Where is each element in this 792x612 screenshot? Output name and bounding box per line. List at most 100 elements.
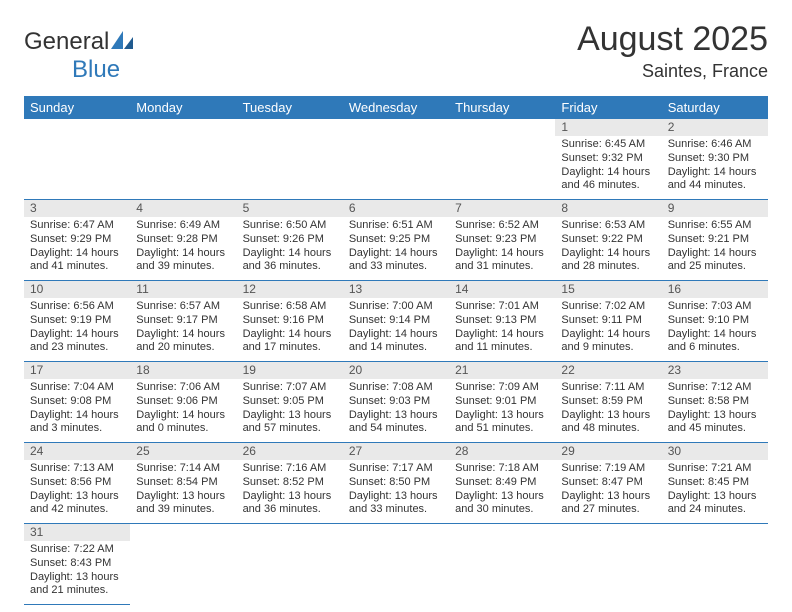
day-line: Sunrise: 7:13 AM: [30, 462, 124, 476]
calendar-cell: [237, 524, 343, 605]
day-line: Sunrise: 7:11 AM: [561, 381, 655, 395]
day-line: and 33 minutes.: [349, 260, 443, 274]
day-line: Sunset: 9:01 PM: [455, 395, 549, 409]
day-line: Sunrise: 7:07 AM: [243, 381, 337, 395]
day-detail: Sunrise: 7:17 AMSunset: 8:50 PMDaylight:…: [343, 460, 449, 521]
day-detail: Sunrise: 6:58 AMSunset: 9:16 PMDaylight:…: [237, 298, 343, 359]
day-line: and 11 minutes.: [455, 341, 549, 355]
day-line: Daylight: 14 hours: [349, 247, 443, 261]
day-line: Daylight: 14 hours: [30, 247, 124, 261]
calendar-table: SundayMondayTuesdayWednesdayThursdayFrid…: [24, 96, 768, 605]
day-number: 20: [343, 362, 449, 379]
day-line: Daylight: 13 hours: [30, 571, 124, 585]
day-line: Sunset: 8:49 PM: [455, 476, 549, 490]
day-line: and 54 minutes.: [349, 422, 443, 436]
day-detail: Sunrise: 7:09 AMSunset: 9:01 PMDaylight:…: [449, 379, 555, 440]
day-line: Daylight: 14 hours: [668, 328, 762, 342]
day-line: Sunrise: 7:17 AM: [349, 462, 443, 476]
calendar-cell: 10Sunrise: 6:56 AMSunset: 9:19 PMDayligh…: [24, 281, 130, 362]
day-line: Sunset: 8:58 PM: [668, 395, 762, 409]
day-number: 14: [449, 281, 555, 298]
day-detail: Sunrise: 7:06 AMSunset: 9:06 PMDaylight:…: [130, 379, 236, 440]
calendar-cell: 18Sunrise: 7:06 AMSunset: 9:06 PMDayligh…: [130, 362, 236, 443]
weekday-header: Thursday: [449, 96, 555, 119]
calendar-header: SundayMondayTuesdayWednesdayThursdayFrid…: [24, 96, 768, 119]
day-line: Sunset: 9:10 PM: [668, 314, 762, 328]
day-line: Sunrise: 7:08 AM: [349, 381, 443, 395]
day-line: and 57 minutes.: [243, 422, 337, 436]
day-detail: Sunrise: 6:55 AMSunset: 9:21 PMDaylight:…: [662, 217, 768, 278]
day-line: Sunrise: 6:47 AM: [30, 219, 124, 233]
calendar-cell: [449, 119, 555, 200]
day-number: 15: [555, 281, 661, 298]
day-number: 24: [24, 443, 130, 460]
day-line: Daylight: 14 hours: [455, 247, 549, 261]
weekday-header: Tuesday: [237, 96, 343, 119]
day-line: Daylight: 14 hours: [30, 409, 124, 423]
calendar-cell: 22Sunrise: 7:11 AMSunset: 8:59 PMDayligh…: [555, 362, 661, 443]
day-line: and 9 minutes.: [561, 341, 655, 355]
weekday-header: Friday: [555, 96, 661, 119]
calendar-cell: 8Sunrise: 6:53 AMSunset: 9:22 PMDaylight…: [555, 200, 661, 281]
day-line: Sunset: 8:50 PM: [349, 476, 443, 490]
calendar-cell: [555, 524, 661, 605]
day-detail: Sunrise: 7:12 AMSunset: 8:58 PMDaylight:…: [662, 379, 768, 440]
calendar-cell: [24, 119, 130, 200]
calendar-cell: 14Sunrise: 7:01 AMSunset: 9:13 PMDayligh…: [449, 281, 555, 362]
weekday-header: Sunday: [24, 96, 130, 119]
logo-text-2: Blue: [24, 56, 120, 83]
day-detail: Sunrise: 7:11 AMSunset: 8:59 PMDaylight:…: [555, 379, 661, 440]
day-number: 1: [555, 119, 661, 136]
day-line: Daylight: 14 hours: [561, 247, 655, 261]
calendar-cell: 1Sunrise: 6:45 AMSunset: 9:32 PMDaylight…: [555, 119, 661, 200]
calendar-cell: 15Sunrise: 7:02 AMSunset: 9:11 PMDayligh…: [555, 281, 661, 362]
day-line: Sunset: 9:17 PM: [136, 314, 230, 328]
day-line: and 0 minutes.: [136, 422, 230, 436]
day-line: Sunset: 9:29 PM: [30, 233, 124, 247]
calendar-cell: [130, 524, 236, 605]
day-line: Sunset: 9:21 PM: [668, 233, 762, 247]
calendar-cell: 17Sunrise: 7:04 AMSunset: 9:08 PMDayligh…: [24, 362, 130, 443]
day-line: Daylight: 13 hours: [455, 490, 549, 504]
day-line: and 23 minutes.: [30, 341, 124, 355]
day-line: and 31 minutes.: [455, 260, 549, 274]
day-detail: Sunrise: 7:21 AMSunset: 8:45 PMDaylight:…: [662, 460, 768, 521]
calendar-cell: 4Sunrise: 6:49 AMSunset: 9:28 PMDaylight…: [130, 200, 236, 281]
day-line: and 36 minutes.: [243, 260, 337, 274]
calendar-cell: 16Sunrise: 7:03 AMSunset: 9:10 PMDayligh…: [662, 281, 768, 362]
day-line: Sunset: 9:19 PM: [30, 314, 124, 328]
day-number: 11: [130, 281, 236, 298]
day-line: Sunrise: 7:03 AM: [668, 300, 762, 314]
day-detail: Sunrise: 7:08 AMSunset: 9:03 PMDaylight:…: [343, 379, 449, 440]
day-line: and 6 minutes.: [668, 341, 762, 355]
day-number: 9: [662, 200, 768, 217]
day-line: Sunrise: 7:18 AM: [455, 462, 549, 476]
day-detail: Sunrise: 7:16 AMSunset: 8:52 PMDaylight:…: [237, 460, 343, 521]
day-line: and 14 minutes.: [349, 341, 443, 355]
calendar-cell: 29Sunrise: 7:19 AMSunset: 8:47 PMDayligh…: [555, 443, 661, 524]
day-line: Sunrise: 7:06 AM: [136, 381, 230, 395]
day-line: Sunrise: 6:58 AM: [243, 300, 337, 314]
day-line: and 46 minutes.: [561, 179, 655, 193]
day-line: Sunset: 9:32 PM: [561, 152, 655, 166]
day-line: Sunset: 8:47 PM: [561, 476, 655, 490]
day-number: 21: [449, 362, 555, 379]
day-line: and 51 minutes.: [455, 422, 549, 436]
day-detail: Sunrise: 6:56 AMSunset: 9:19 PMDaylight:…: [24, 298, 130, 359]
day-line: Sunset: 9:14 PM: [349, 314, 443, 328]
day-line: and 39 minutes.: [136, 260, 230, 274]
day-line: Sunrise: 6:49 AM: [136, 219, 230, 233]
day-line: Sunrise: 6:55 AM: [668, 219, 762, 233]
day-line: Daylight: 13 hours: [136, 490, 230, 504]
day-line: Sunrise: 6:45 AM: [561, 138, 655, 152]
day-line: Sunrise: 6:46 AM: [668, 138, 762, 152]
day-line: Sunrise: 7:12 AM: [668, 381, 762, 395]
day-number: 6: [343, 200, 449, 217]
day-detail: Sunrise: 6:49 AMSunset: 9:28 PMDaylight:…: [130, 217, 236, 278]
logo-text: GeneralBlue: [24, 28, 133, 84]
day-number: 5: [237, 200, 343, 217]
day-line: Sunrise: 6:50 AM: [243, 219, 337, 233]
day-number: 10: [24, 281, 130, 298]
calendar-cell: [130, 119, 236, 200]
calendar-cell: 28Sunrise: 7:18 AMSunset: 8:49 PMDayligh…: [449, 443, 555, 524]
